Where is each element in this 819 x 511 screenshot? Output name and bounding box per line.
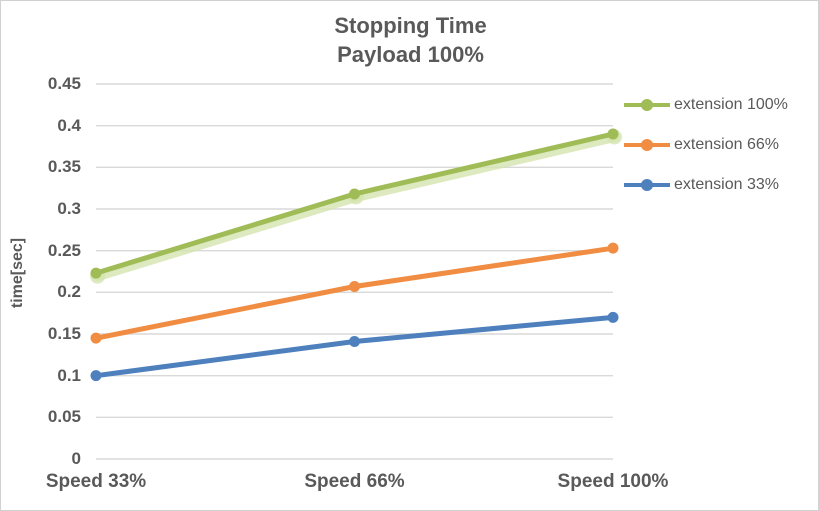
series-marker bbox=[607, 242, 619, 254]
y-tick-label: 0.2 bbox=[57, 282, 81, 302]
legend: extension 100% extension 66% extension 3… bbox=[623, 85, 788, 205]
series-marker bbox=[90, 267, 102, 279]
legend-marker-extension-100 bbox=[624, 99, 670, 111]
chart-title-line1: Stopping Time bbox=[334, 13, 487, 38]
series-marker bbox=[607, 128, 619, 140]
legend-item-extension-100: extension 100% bbox=[623, 85, 788, 125]
series-marker bbox=[349, 188, 360, 200]
y-tick-label: 0.45 bbox=[47, 74, 81, 93]
y-tick-label: 0.3 bbox=[57, 199, 81, 218]
series-marker bbox=[607, 311, 619, 323]
x-tick-label: Speed 66% bbox=[304, 471, 405, 492]
series-marker bbox=[90, 332, 102, 344]
x-tick-label: Speed 33% bbox=[45, 471, 147, 492]
legend-marker-extension-33 bbox=[624, 179, 670, 191]
y-tick-label: 0.25 bbox=[47, 240, 81, 260]
y-tick-label: 0.4 bbox=[57, 115, 81, 135]
series-marker bbox=[349, 281, 360, 292]
y-tick-label: 0.1 bbox=[57, 365, 81, 385]
chart-title-line2: Payload 100% bbox=[337, 42, 484, 67]
series-glow bbox=[92, 132, 620, 282]
y-tick-label: 0 bbox=[71, 449, 81, 468]
legend-item-extension-33: extension 33% bbox=[623, 165, 788, 205]
y-tick-label: 0.15 bbox=[47, 324, 81, 343]
legend-label: extension 33% bbox=[674, 176, 779, 193]
legend-item-extension-66: extension 66% bbox=[623, 125, 788, 165]
legend-label: extension 66% bbox=[674, 136, 779, 153]
x-tick-label: Speed 100% bbox=[557, 471, 669, 492]
series-marker bbox=[349, 336, 360, 347]
y-tick-label: 0.05 bbox=[47, 407, 81, 427]
series-marker bbox=[90, 370, 102, 382]
legend-marker-extension-66 bbox=[624, 139, 670, 151]
chart-title: Stopping Time Payload 100% bbox=[1, 11, 818, 69]
y-tick-label: 0.35 bbox=[47, 157, 81, 177]
legend-label: extension 100% bbox=[674, 96, 788, 113]
